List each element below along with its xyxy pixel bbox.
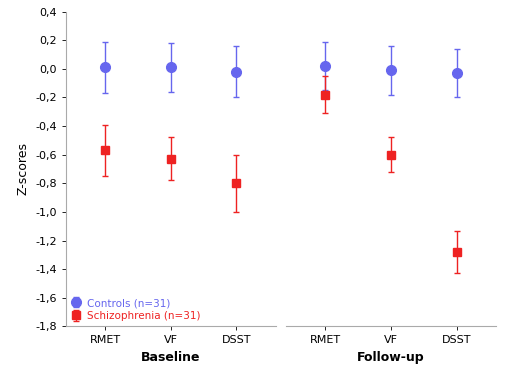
Y-axis label: Z-scores: Z-scores [17, 142, 29, 195]
X-axis label: Baseline: Baseline [141, 351, 200, 364]
Legend: Controls (n=31), Schizophrenia (n=31): Controls (n=31), Schizophrenia (n=31) [71, 298, 199, 321]
X-axis label: Follow-up: Follow-up [357, 351, 424, 364]
